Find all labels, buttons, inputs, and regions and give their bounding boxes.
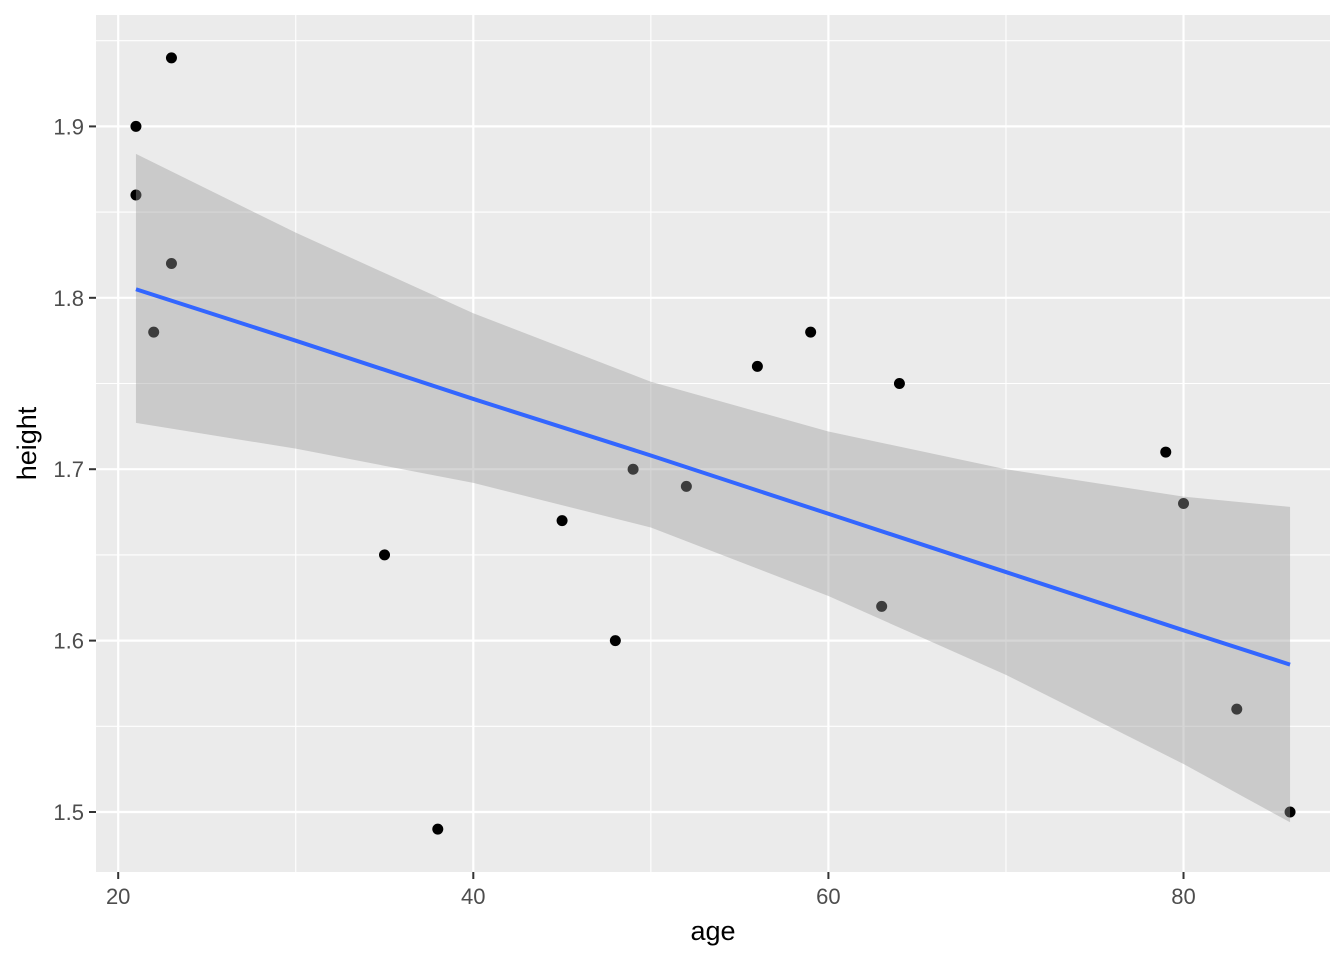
data-point	[1160, 446, 1172, 458]
x-axis-title: age	[690, 916, 735, 946]
y-tick-label: 1.6	[53, 629, 84, 654]
y-tick-label: 1.5	[53, 800, 84, 825]
x-tick-label: 40	[461, 884, 485, 909]
data-point	[751, 360, 763, 372]
data-point	[876, 600, 888, 612]
data-point	[805, 326, 817, 338]
y-tick-label: 1.7	[53, 457, 84, 482]
y-tick-label: 1.9	[53, 114, 84, 139]
data-point	[165, 258, 177, 270]
x-tick-label: 20	[106, 884, 130, 909]
data-point	[627, 463, 639, 475]
confidence-band	[135, 153, 1291, 823]
data-point	[1231, 703, 1243, 715]
data-point	[379, 549, 391, 561]
data-point	[432, 823, 444, 835]
x-tick-label: 60	[816, 884, 840, 909]
data-point	[130, 189, 142, 201]
regression-line	[135, 287, 1291, 667]
data-point	[165, 52, 177, 64]
major-gridlines	[96, 15, 1330, 872]
data-point	[148, 326, 160, 338]
data-point	[609, 635, 621, 647]
x-axis: 20 40 60 80	[106, 872, 1196, 909]
y-tick-label: 1.8	[53, 286, 84, 311]
plot-panel	[96, 15, 1330, 872]
y-axis: 1.5 1.6 1.7 1.8 1.9	[53, 114, 96, 825]
data-point	[680, 480, 692, 492]
data-point	[556, 515, 568, 527]
data-point	[1284, 806, 1296, 818]
data-point	[1178, 497, 1190, 509]
data-points	[130, 52, 1296, 835]
data-point	[130, 120, 142, 132]
x-tick-label: 80	[1171, 884, 1195, 909]
y-axis-title: height	[12, 406, 42, 480]
minor-gridlines	[96, 15, 1330, 872]
data-point	[893, 378, 905, 390]
